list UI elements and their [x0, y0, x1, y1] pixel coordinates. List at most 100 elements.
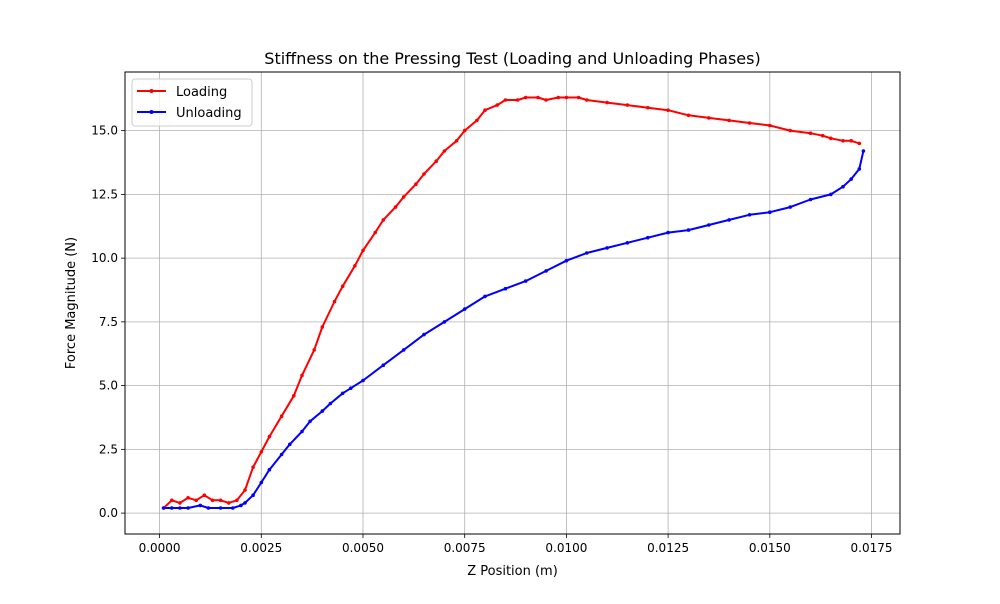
data-point: [503, 286, 508, 291]
legend: Loading Unloading: [131, 78, 253, 127]
data-point: [251, 493, 255, 498]
data-point: [768, 123, 772, 128]
data-point: [381, 363, 386, 368]
data-point: [515, 98, 520, 102]
data-point: [475, 118, 479, 123]
data-point: [605, 100, 609, 105]
data-point: [239, 503, 243, 508]
data-point: [727, 118, 731, 123]
data-point: [202, 493, 207, 498]
y-tick-label: 2.5: [99, 442, 118, 456]
data-point: [584, 98, 589, 102]
data-point: [300, 373, 304, 378]
data-point: [454, 139, 459, 143]
data-point: [353, 264, 357, 268]
data-point: [206, 506, 211, 510]
data-point: [361, 378, 365, 383]
data-point: [178, 506, 182, 510]
axis-ticks: 0.0000 0.0025 0.0050 0.0075 0.0100 0.0125 0.01…: [91, 124, 892, 555]
data-point: [747, 121, 752, 125]
data-point: [625, 241, 630, 245]
series-unloading: [161, 149, 866, 510]
data-point: [332, 299, 337, 304]
y-tick-label: 12.5: [91, 187, 118, 201]
data-point: [849, 177, 853, 181]
data-point: [267, 467, 272, 472]
data-point: [161, 506, 166, 510]
data-point: [414, 182, 418, 186]
data-point: [523, 95, 528, 100]
data-point: [544, 98, 548, 102]
data-point: [361, 248, 365, 253]
data-point: [170, 498, 174, 503]
chart-title: Stiffness on the Pressing Test (Loading …: [264, 49, 760, 68]
data-point: [393, 205, 398, 209]
data-point: [381, 218, 386, 222]
data-point: [308, 419, 312, 424]
grid-lines: [125, 72, 900, 534]
data-point: [646, 235, 650, 240]
legend-label: Loading: [176, 85, 227, 100]
data-point: [194, 498, 198, 503]
data-point: [584, 251, 589, 255]
data-point: [349, 386, 353, 391]
data-point: [747, 213, 752, 217]
data-point: [564, 258, 569, 263]
data-point: [442, 149, 447, 153]
data-point: [198, 503, 203, 508]
data-point: [328, 401, 333, 406]
legend-marker: [149, 89, 154, 93]
series-loading: [161, 95, 862, 510]
data-point: [788, 128, 792, 133]
y-tick-label: 0.0: [99, 506, 118, 520]
data-point: [523, 279, 528, 283]
data-point: [808, 131, 813, 135]
data-point: [544, 269, 548, 273]
data-point: [857, 141, 862, 146]
data-point: [373, 230, 378, 235]
x-tick-label: 0.0000: [139, 541, 181, 555]
data-point: [727, 218, 731, 222]
x-axis-label: Z Position (m): [467, 564, 558, 579]
data-point: [808, 197, 813, 202]
data-point: [857, 167, 862, 171]
legend-label: Unloading: [176, 106, 242, 121]
data-point: [605, 246, 609, 250]
data-point: [625, 103, 630, 107]
data-point: [462, 307, 467, 311]
y-tick-label: 15.0: [91, 124, 118, 138]
data-point: [279, 414, 284, 419]
data-point: [243, 501, 247, 505]
data-point: [686, 228, 691, 232]
data-point: [259, 450, 264, 454]
data-point: [235, 498, 239, 503]
data-point: [340, 391, 345, 396]
data-point: [442, 320, 447, 324]
data-point: [666, 230, 670, 235]
data-point: [422, 332, 426, 337]
data-point: [707, 116, 711, 120]
data-point: [300, 429, 304, 434]
data-point: [556, 95, 561, 100]
x-tick-label: 0.0075: [444, 541, 486, 555]
data-point: [829, 136, 833, 141]
data-point: [841, 184, 845, 189]
data-point: [226, 501, 231, 505]
data-point: [483, 108, 487, 112]
data-point: [312, 348, 317, 352]
data-point: [320, 325, 325, 329]
data-point: [422, 172, 426, 176]
series-layer: [161, 95, 866, 510]
y-tick-label: 10.0: [91, 251, 118, 265]
data-point: [170, 506, 174, 510]
data-point: [768, 210, 772, 214]
data-point: [788, 205, 792, 209]
data-point: [536, 95, 540, 100]
data-point: [666, 108, 670, 112]
data-point: [576, 95, 581, 100]
data-point: [401, 348, 406, 352]
x-tick-label: 0.0175: [851, 541, 893, 555]
data-point: [564, 95, 569, 100]
